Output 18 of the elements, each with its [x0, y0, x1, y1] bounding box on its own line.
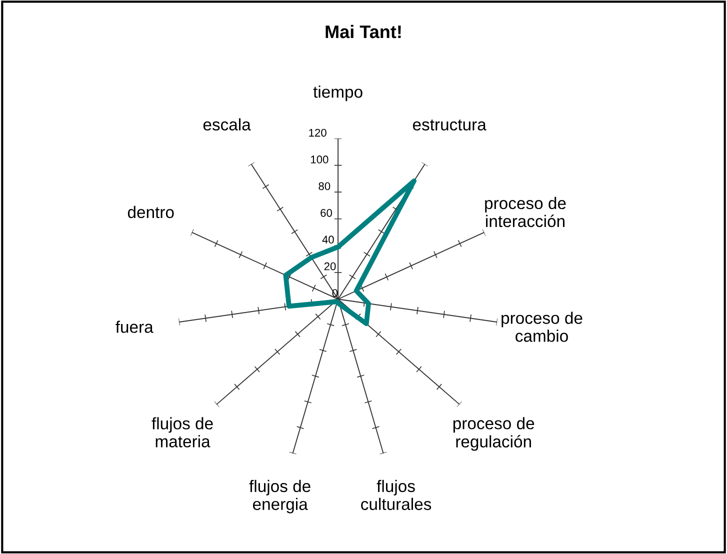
spoke-label: escala — [203, 118, 251, 131]
spoke-label: flujos de energia — [249, 480, 310, 514]
y-tick-label: 80 — [318, 182, 330, 190]
spoke-label: proceso de interacción — [485, 196, 566, 228]
y-tick-label: 100 — [311, 156, 328, 164]
spoke-label: tiempo — [313, 86, 362, 102]
spoke-label: estructura — [412, 120, 486, 131]
y-tick-label: 40 — [322, 236, 334, 244]
spoke-label: flujos culturales — [361, 480, 432, 510]
y-tick-label: 20 — [324, 262, 336, 270]
y-tick-label: 120 — [309, 128, 326, 137]
spoke-label: dentro — [128, 206, 174, 218]
chart-title: Mai Tant! — [326, 24, 401, 38]
y-tick-label: 60 — [320, 208, 332, 217]
spoke-label: proceso de cambio — [502, 312, 582, 342]
spoke-label: fuera — [116, 320, 154, 333]
spoke-label: proceso de regulación — [453, 417, 534, 451]
spoke-label: flujos de materia — [152, 417, 213, 448]
